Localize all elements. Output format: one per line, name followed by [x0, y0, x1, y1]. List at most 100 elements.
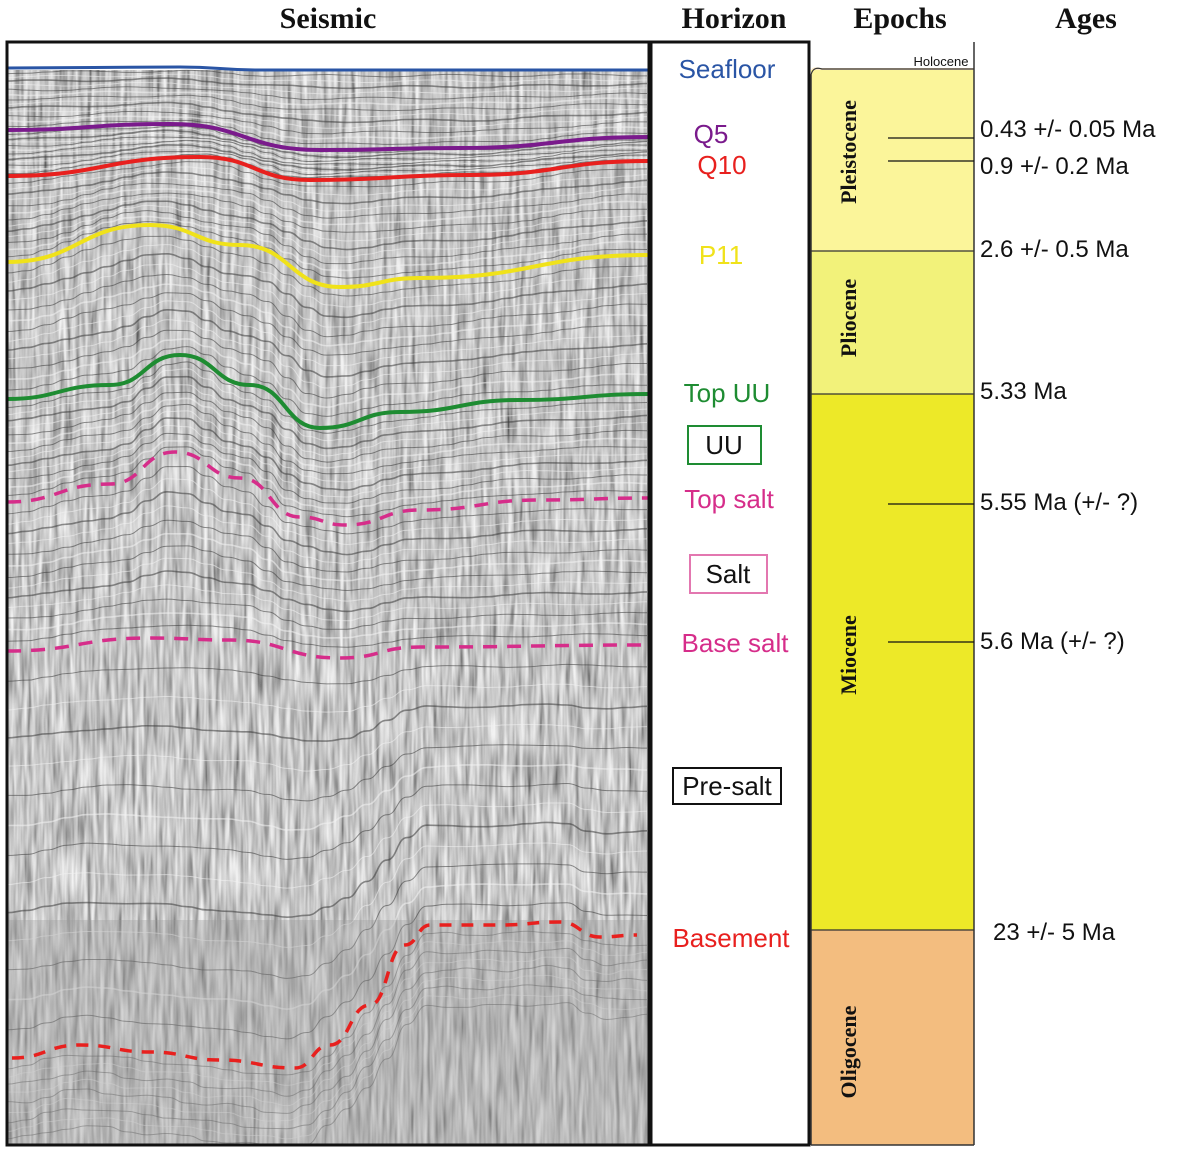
reflector-line: [7, 545, 648, 592]
epoch-label-pleistocene: Pleistocene: [836, 100, 861, 204]
reflector-line: [7, 129, 648, 159]
reflector-line: [7, 144, 648, 171]
age-q5: 0.43 +/- 0.05 Ma: [980, 116, 1156, 143]
reflector-line: [7, 252, 648, 319]
reflector-line: [7, 166, 648, 196]
reflector-line: [7, 338, 648, 408]
reflector-line: [7, 974, 648, 1122]
reflector-line: [7, 432, 648, 504]
reflector-line: [7, 196, 648, 242]
reflector-line: [7, 723, 648, 772]
reflector-line: [7, 532, 648, 582]
reflector-line: [7, 200, 648, 251]
reflector-line: [7, 384, 648, 457]
age-top-uu: 5.33 Ma: [980, 378, 1067, 405]
unit-box-pre-salt: [672, 767, 782, 805]
reflector-line: [7, 171, 648, 205]
reflector-line: [7, 940, 648, 1086]
reflector-line: [7, 783, 648, 860]
reflector-line: [7, 319, 648, 389]
reflector-line: [7, 139, 648, 165]
reflector-line: [7, 883, 648, 1010]
reflector-line: [7, 73, 648, 84]
horizon-line-top-salt: [7, 450, 649, 527]
reflector-line: [7, 557, 648, 602]
reflector-line: [7, 141, 648, 168]
reflector-line: [7, 136, 648, 163]
reflector-line: [7, 86, 648, 101]
epoch-label-miocene: Miocene: [836, 615, 861, 695]
reflector-line: [7, 161, 648, 188]
reflector-line: [7, 842, 648, 948]
reflector-line: [7, 994, 648, 1140]
reflector-line: [7, 182, 648, 219]
horizon-line-q10: [7, 154, 649, 183]
reflector-line: [7, 292, 648, 356]
epochs-column: Holocene Pleistocene Pliocene Miocene Ol…: [810, 42, 975, 1146]
reflector-line: [7, 984, 648, 1130]
reflector-line: [7, 221, 648, 279]
epoch-band-miocene: [811, 394, 974, 930]
water-column: [7, 42, 649, 70]
label-top-uu: Top UU: [684, 378, 771, 408]
label-base-salt: Base salt: [682, 628, 790, 658]
reflector-line: [7, 663, 648, 685]
seismic-panel: [7, 42, 649, 1145]
reflector-line: [7, 192, 648, 233]
reflector-line: [7, 147, 648, 173]
horizon-line-base-salt: [7, 636, 649, 660]
epoch-label-holocene: Holocene: [914, 54, 969, 69]
reflector-line: [7, 90, 648, 106]
reflector-line: [7, 947, 648, 1097]
epoch-band-pliocene: [811, 251, 974, 394]
age-p11: 2.6 +/- 0.5 Ma: [980, 236, 1129, 263]
reflector-line: [7, 956, 648, 1107]
reflector-line: [7, 821, 648, 918]
reflector-line: [7, 177, 648, 212]
reflector-line: [7, 519, 648, 573]
age-base-salt: 5.6 Ma (+/- ?): [980, 628, 1125, 655]
unit-box-salt: [689, 554, 768, 594]
label-seafloor: Seafloor: [679, 54, 776, 84]
reflector-line: [7, 446, 648, 518]
seismic-reflectors: [7, 69, 648, 1145]
reflector-line: [7, 466, 648, 535]
reflector-line: [7, 77, 648, 90]
horizon-line-q5: [7, 121, 649, 153]
reflector-line: [7, 612, 648, 639]
reflector-line: [7, 133, 648, 161]
reflector-line: [7, 902, 648, 1040]
reflector-line: [7, 802, 648, 889]
seismic-frame: [5, 40, 651, 1147]
reflector-line: [7, 397, 648, 469]
reflector-line: [7, 598, 648, 630]
age-ticks: [888, 137, 974, 643]
reflector-line: [7, 361, 648, 434]
age-q10: 0.9 +/- 0.2 Ma: [980, 153, 1129, 180]
epoch-label-oligocene: Oligocene: [836, 1005, 861, 1098]
horizon-line-top-uu: [7, 352, 649, 431]
reflector-line: [7, 138, 648, 165]
reflector-line: [7, 375, 648, 450]
reflector-line: [7, 215, 648, 272]
header-epochs: Epochs: [853, 2, 946, 35]
reflector-line: [7, 94, 648, 112]
reflector-line: [7, 863, 648, 979]
reflector-line: [7, 101, 648, 124]
reflector-line: [7, 329, 648, 399]
label-top-salt: Top salt: [684, 484, 774, 514]
reflector-line: [7, 283, 648, 347]
unit-box-uu: [687, 425, 762, 465]
label-basement: Basement: [672, 923, 790, 953]
reflector-line: [7, 115, 648, 140]
label-q10: Q10: [697, 150, 746, 180]
reflector-line: [7, 235, 648, 297]
reflector-line: [7, 744, 648, 802]
reflector-line: [7, 69, 648, 78]
reflector-line: [7, 263, 648, 328]
reflector-line: [7, 98, 648, 118]
reflector-line: [7, 403, 648, 475]
reflector-line: [7, 703, 648, 742]
age-top-salt: 5.55 Ma (+/- ?): [980, 489, 1138, 516]
